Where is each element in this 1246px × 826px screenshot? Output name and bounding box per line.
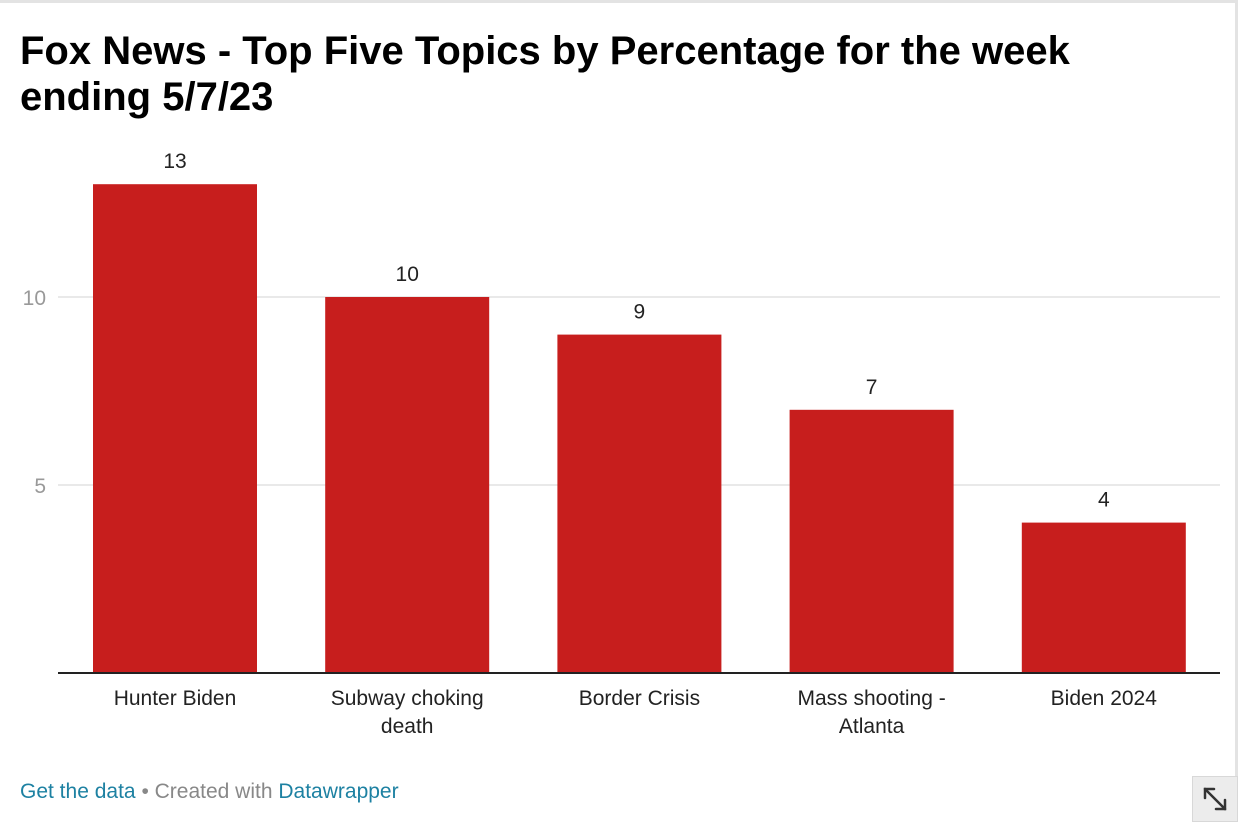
expand-button[interactable] [1192,776,1238,822]
footer-separator: • [141,780,149,803]
y-tick-label: 10 [23,287,46,310]
value-label: 4 [1098,489,1110,512]
bar [325,297,490,673]
x-tick-label: Border Crisis [579,687,700,710]
value-label: 13 [163,150,186,173]
chart-footer: Get the data • Created with Datawrapper [20,780,399,804]
bar [1021,522,1186,673]
get-the-data-link[interactable]: Get the data [20,780,136,803]
chart-title: Fox News - Top Five Topics by Percentage… [20,29,1070,119]
x-tick-label: Mass shooting - [797,687,945,710]
value-label: 7 [866,376,878,399]
bar [789,409,954,673]
x-tick-label: Subway choking [331,687,484,710]
datawrapper-link[interactable]: Datawrapper [278,780,399,803]
y-tick-labels: 5 10 [23,287,46,498]
expand-icon [1203,787,1227,811]
y-tick-label: 5 [34,475,46,498]
created-with-text: Created with [154,780,273,803]
x-tick-label: Hunter Biden [114,687,237,710]
value-labels: 13 10 9 7 4 [163,150,1110,511]
bar [557,334,722,673]
x-tick-label: Atlanta [839,715,905,738]
value-label: 10 [396,263,419,286]
value-label: 9 [634,301,646,324]
x-tick-label: death [381,715,434,738]
x-tick-labels: Hunter Biden Subway choking death Border Cr… [114,687,1158,738]
x-tick-label: Biden 2024 [1051,687,1158,710]
bar [93,184,257,673]
bars [93,184,1186,673]
